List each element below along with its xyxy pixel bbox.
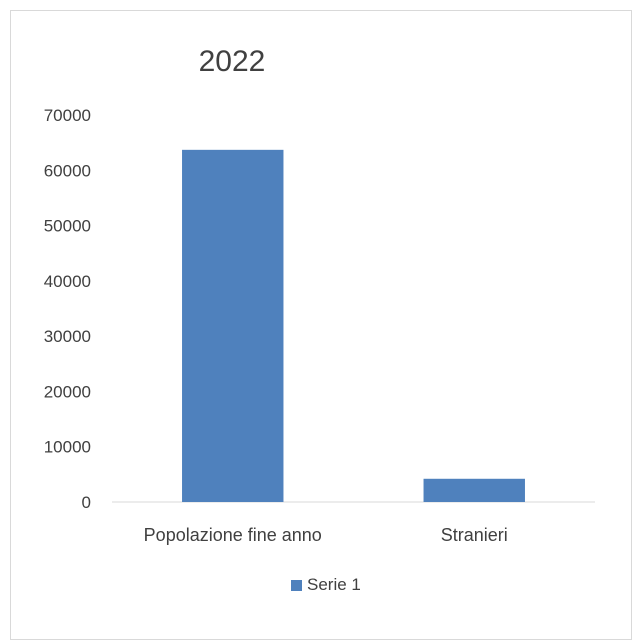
bar-1 (182, 149, 284, 502)
x-axis-labels: Popolazione fine anno Stranieri (144, 525, 508, 545)
y-tick-label: 20000 (44, 382, 91, 401)
bars (182, 149, 525, 502)
y-tick-label: 40000 (44, 272, 91, 291)
y-tick-label: 30000 (44, 327, 91, 346)
bar-chart: 2022 0 10000 20000 30000 40000 50000 60000 7000… (44, 45, 595, 594)
y-tick-label: 60000 (44, 161, 91, 180)
y-tick-label: 50000 (44, 217, 91, 236)
y-axis-ticks: 0 10000 20000 30000 40000 50000 60000 70000 (44, 106, 91, 512)
y-tick-label: 70000 (44, 106, 91, 125)
x-category-label: Popolazione fine anno (144, 525, 322, 545)
legend: Serie 1 (291, 575, 361, 594)
chart-title: 2022 (199, 45, 266, 78)
x-category-label: Stranieri (441, 525, 508, 545)
legend-label-serie-1: Serie 1 (307, 575, 361, 594)
legend-swatch-serie-1 (291, 580, 302, 591)
y-tick-label: 10000 (44, 438, 91, 457)
chart-area (10, 10, 632, 640)
bar-2 (423, 478, 525, 502)
y-tick-label: 0 (82, 493, 91, 512)
